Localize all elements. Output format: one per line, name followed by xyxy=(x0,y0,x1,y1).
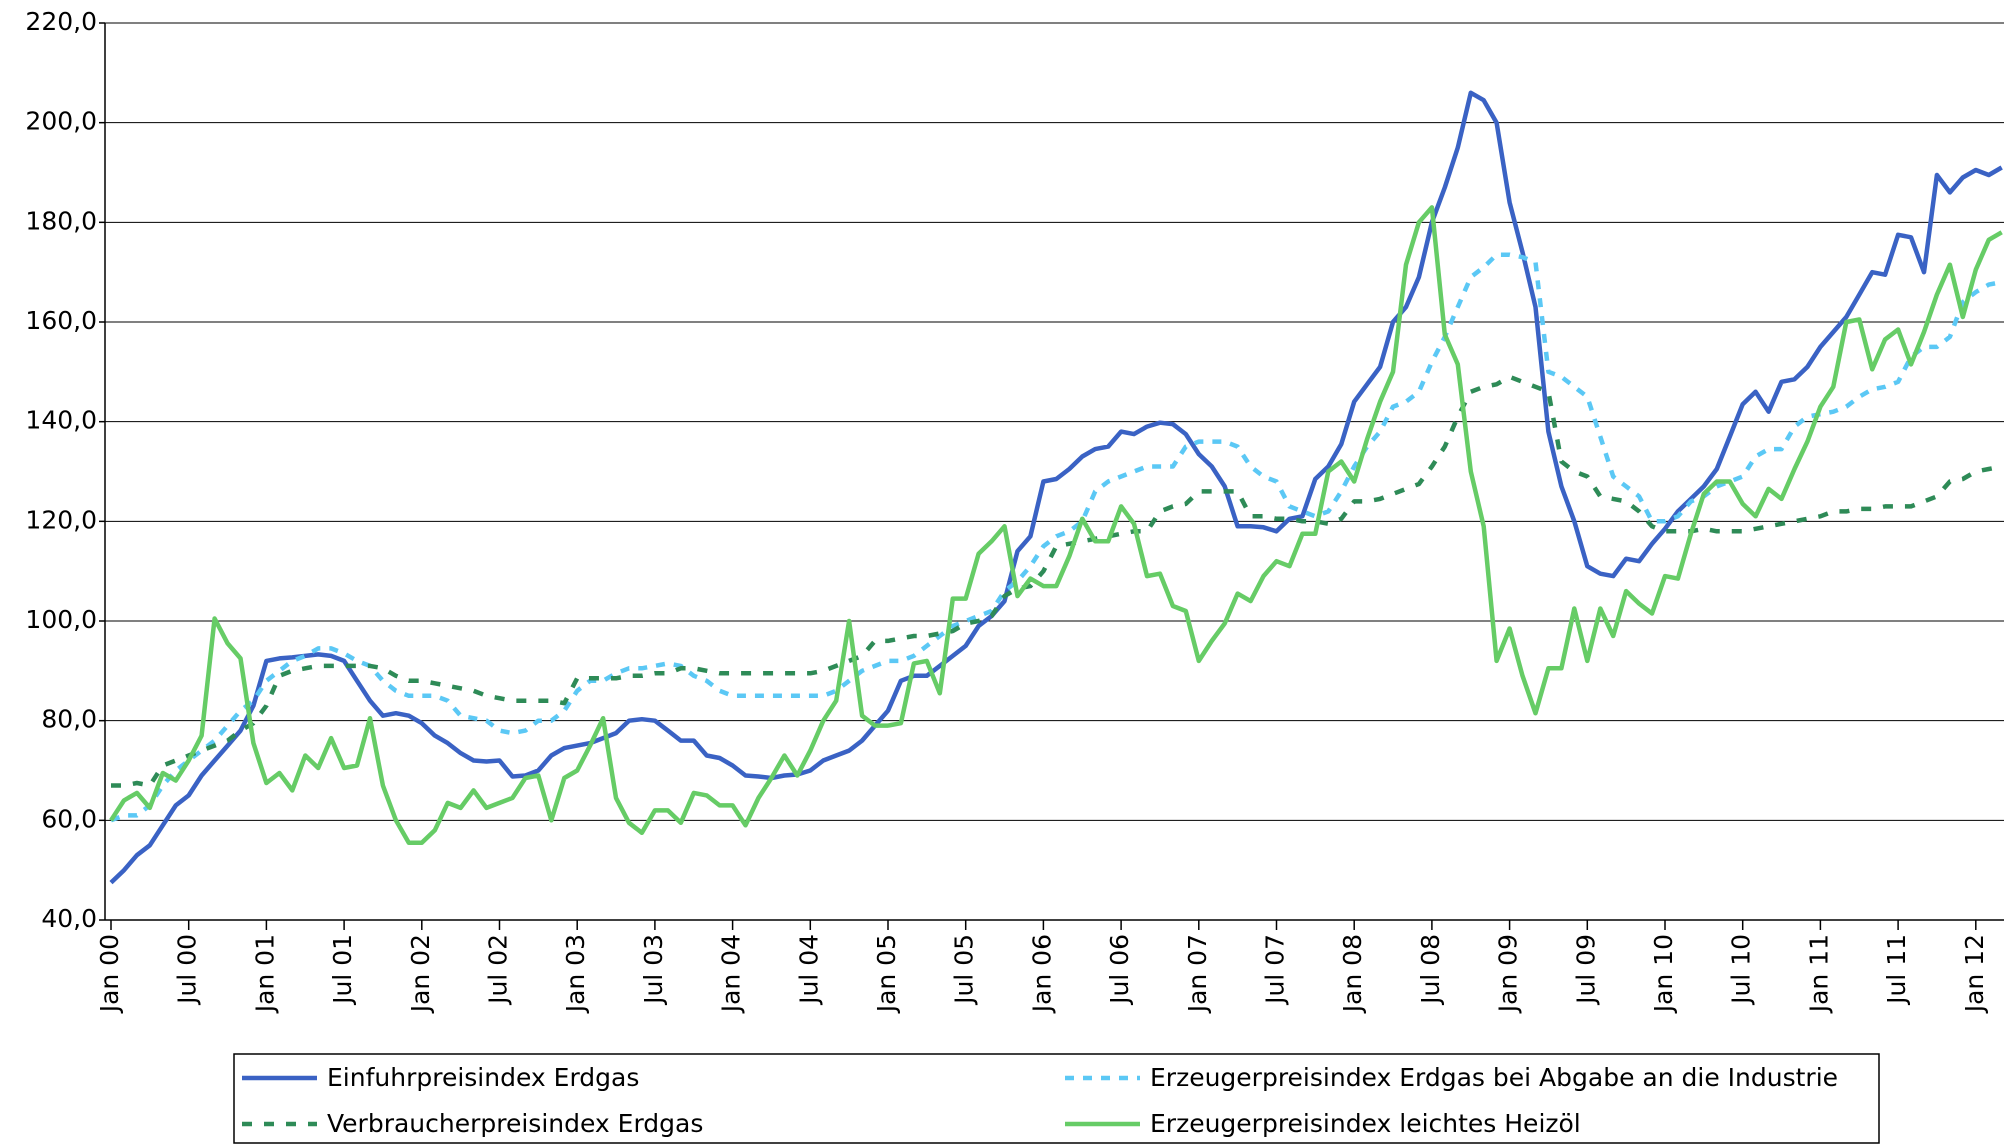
y-tick-label: 180,0 xyxy=(25,206,97,235)
y-tick-label: 100,0 xyxy=(25,605,97,634)
x-tick-label: Jan 08 xyxy=(1338,934,1367,1014)
y-tick-label: 140,0 xyxy=(25,406,97,435)
x-tick-label: Jan 07 xyxy=(1183,934,1212,1014)
x-tick-label: Jan 11 xyxy=(1804,934,1833,1014)
x-tick-label: Jul 11 xyxy=(1882,934,1911,1006)
x-tick-label: Jul 04 xyxy=(794,934,823,1006)
y-tick-label: 60,0 xyxy=(41,804,97,833)
x-tick-label: Jul 05 xyxy=(950,934,979,1006)
y-tick-label: 120,0 xyxy=(25,505,97,534)
x-tick-label: Jul 03 xyxy=(639,934,668,1006)
x-tick-label: Jan 03 xyxy=(561,934,590,1014)
x-tick-label: Jan 09 xyxy=(1494,934,1523,1014)
x-tick-label: Jul 07 xyxy=(1261,934,1290,1006)
x-tick-label: Jan 05 xyxy=(872,934,901,1014)
y-tick-label: 220,0 xyxy=(25,7,97,36)
legend-label: Einfuhrpreisindex Erdgas xyxy=(327,1063,639,1092)
legend-label: Verbraucherpreisindex Erdgas xyxy=(327,1109,703,1138)
y-tick-label: 160,0 xyxy=(25,306,97,335)
x-tick-label: Jan 01 xyxy=(250,934,279,1014)
x-tick-label: Jan 00 xyxy=(95,934,124,1014)
legend-label: Erzeugerpreisindex leichtes Heizöl xyxy=(1150,1109,1581,1138)
y-tick-label: 40,0 xyxy=(41,904,97,933)
x-tick-label: Jul 01 xyxy=(328,934,357,1006)
legend-box xyxy=(233,1053,1880,1144)
x-tick-label: Jan 12 xyxy=(1960,934,1989,1014)
x-tick-label: Jul 06 xyxy=(1105,934,1134,1006)
legend-label: Erzeugerpreisindex Erdgas bei Abgabe an … xyxy=(1150,1063,1838,1092)
x-tick-label: Jul 10 xyxy=(1727,934,1756,1006)
x-tick-label: Jan 04 xyxy=(717,934,746,1014)
x-tick-label: Jan 02 xyxy=(406,934,435,1014)
x-tick-label: Jul 02 xyxy=(484,934,513,1006)
series-line xyxy=(109,205,2003,846)
y-tick-label: 200,0 xyxy=(25,107,97,136)
x-tick-label: Jan 10 xyxy=(1649,934,1678,1014)
x-tick-label: Jan 06 xyxy=(1027,934,1056,1014)
x-tick-label: Jul 08 xyxy=(1416,934,1445,1006)
x-tick-label: Jul 09 xyxy=(1571,934,1600,1006)
series-line xyxy=(110,252,2003,823)
x-tick-label: Jul 00 xyxy=(173,934,202,1006)
y-tick-label: 80,0 xyxy=(41,705,97,734)
